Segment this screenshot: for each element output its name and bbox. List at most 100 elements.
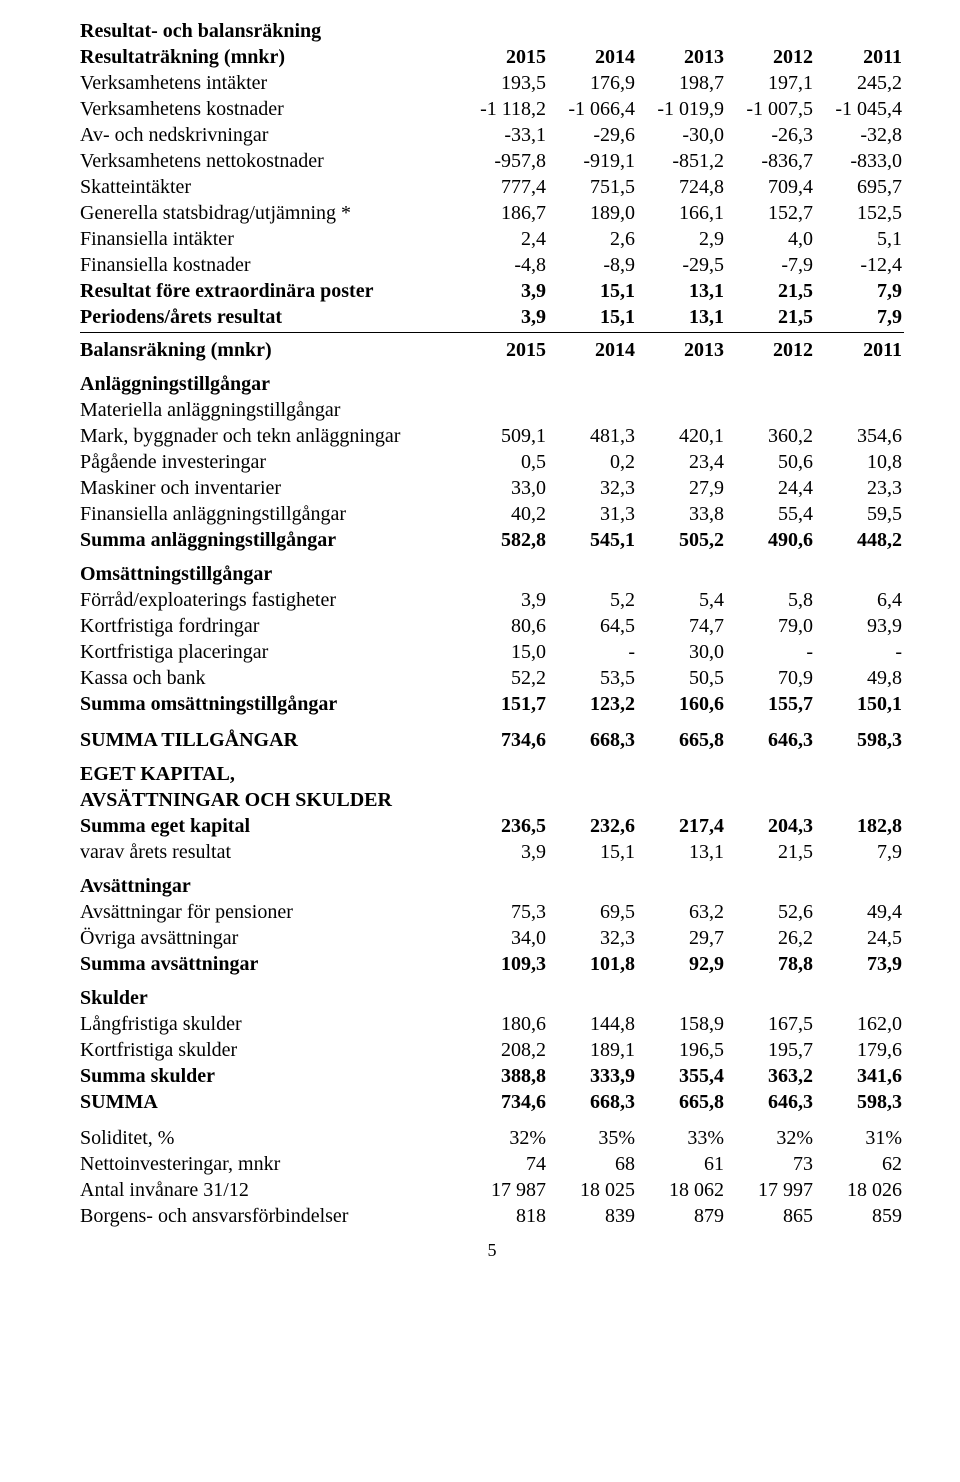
row-value: 13,1 <box>637 839 726 865</box>
row-value: 167,5 <box>726 1011 815 1037</box>
row-value: 0,5 <box>459 449 548 475</box>
row-value: 341,6 <box>815 1063 904 1089</box>
row-value: 4,0 <box>726 226 815 252</box>
row-value: 123,2 <box>548 691 637 717</box>
row-value: - <box>548 639 637 665</box>
section-heading: Anläggningstillgångar <box>80 363 904 397</box>
row-value: 101,8 <box>548 951 637 977</box>
section-subheading: Materiella anläggningstillgångar <box>80 397 904 423</box>
row-value: 195,7 <box>726 1037 815 1063</box>
row-value: 24,4 <box>726 475 815 501</box>
row-value: 155,7 <box>726 691 815 717</box>
row-value: 64,5 <box>548 613 637 639</box>
row-value: 734,6 <box>459 1089 548 1115</box>
row-value: 32% <box>726 1115 815 1151</box>
row-value: 420,1 <box>637 423 726 449</box>
row-value: 21,5 <box>726 839 815 865</box>
row-value: 61 <box>637 1151 726 1177</box>
table-header-year: 2011 <box>815 337 904 363</box>
row-value: 18 026 <box>815 1177 904 1203</box>
row-value: 93,9 <box>815 613 904 639</box>
row-value: -851,2 <box>637 148 726 174</box>
section-heading: Omsättningstillgångar <box>80 553 904 587</box>
row-label: Maskiner och inventarier <box>80 475 459 501</box>
row-value: - <box>726 639 815 665</box>
row-value: 2,4 <box>459 226 548 252</box>
row-label: Finansiella intäkter <box>80 226 459 252</box>
table-header-year: 2012 <box>726 44 815 70</box>
divider <box>80 330 904 333</box>
row-value: 35% <box>548 1115 637 1151</box>
row-label: Borgens- och ansvarsförbindelser <box>80 1203 459 1229</box>
row-value: 79,0 <box>726 613 815 639</box>
row-value: 198,7 <box>637 70 726 96</box>
row-label: Summa avsättningar <box>80 951 459 977</box>
row-label: Kortfristiga skulder <box>80 1037 459 1063</box>
row-value: 33,0 <box>459 475 548 501</box>
row-value: 5,1 <box>815 226 904 252</box>
row-label: Av- och nedskrivningar <box>80 122 459 148</box>
row-value: 598,3 <box>815 717 904 753</box>
row-label: Avsättningar för pensioner <box>80 899 459 925</box>
row-value: 166,1 <box>637 200 726 226</box>
row-value: 646,3 <box>726 717 815 753</box>
row-value: 52,6 <box>726 899 815 925</box>
row-value: 5,4 <box>637 587 726 613</box>
row-value: 879 <box>637 1203 726 1229</box>
row-value: 598,3 <box>815 1089 904 1115</box>
row-label: Summa anläggningstillgångar <box>80 527 459 553</box>
row-value: 734,6 <box>459 717 548 753</box>
row-label: Skatteintäkter <box>80 174 459 200</box>
row-value: -1 019,9 <box>637 96 726 122</box>
row-value: 18 062 <box>637 1177 726 1203</box>
row-value: 236,5 <box>459 813 548 839</box>
row-value: 59,5 <box>815 501 904 527</box>
row-value: 150,1 <box>815 691 904 717</box>
row-value: 33,8 <box>637 501 726 527</box>
row-value: 68 <box>548 1151 637 1177</box>
row-value: 24,5 <box>815 925 904 951</box>
row-value: 74 <box>459 1151 548 1177</box>
row-value: 73 <box>726 1151 815 1177</box>
row-value: 355,4 <box>637 1063 726 1089</box>
row-value: 665,8 <box>637 717 726 753</box>
table-header-year: 2011 <box>815 44 904 70</box>
row-value: 182,8 <box>815 813 904 839</box>
row-value: -30,0 <box>637 122 726 148</box>
row-value: -833,0 <box>815 148 904 174</box>
row-label: Soliditet, % <box>80 1115 459 1151</box>
row-label: Resultat före extraordinära poster <box>80 278 459 304</box>
row-value: 13,1 <box>637 304 726 330</box>
row-value: 665,8 <box>637 1089 726 1115</box>
row-value: 360,2 <box>726 423 815 449</box>
row-value: 668,3 <box>548 717 637 753</box>
row-label: Kortfristiga placeringar <box>80 639 459 665</box>
row-value: 2,9 <box>637 226 726 252</box>
row-value: 73,9 <box>815 951 904 977</box>
row-value: 21,5 <box>726 278 815 304</box>
row-value: 50,6 <box>726 449 815 475</box>
row-value: 27,9 <box>637 475 726 501</box>
row-value: 481,3 <box>548 423 637 449</box>
row-value: 74,7 <box>637 613 726 639</box>
row-value: 5,2 <box>548 587 637 613</box>
row-value: 162,0 <box>815 1011 904 1037</box>
row-value: 777,4 <box>459 174 548 200</box>
row-label: SUMMA <box>80 1089 459 1115</box>
row-label: Summa skulder <box>80 1063 459 1089</box>
row-value: - <box>815 639 904 665</box>
row-label: Verksamhetens kostnader <box>80 96 459 122</box>
row-value: 646,3 <box>726 1089 815 1115</box>
row-value: 63,2 <box>637 899 726 925</box>
row-value: 333,9 <box>548 1063 637 1089</box>
row-value: 724,8 <box>637 174 726 200</box>
row-value: -26,3 <box>726 122 815 148</box>
resultat-table: Resultaträkning (mnkr)201520142013201220… <box>80 44 904 333</box>
row-value: 26,2 <box>726 925 815 951</box>
section-heading: EGET KAPITAL, <box>80 753 904 787</box>
row-value: -1 045,4 <box>815 96 904 122</box>
row-value: 865 <box>726 1203 815 1229</box>
table-header-label: Balansräkning (mnkr) <box>80 337 459 363</box>
page-number: 5 <box>80 1229 904 1262</box>
row-value: 33% <box>637 1115 726 1151</box>
